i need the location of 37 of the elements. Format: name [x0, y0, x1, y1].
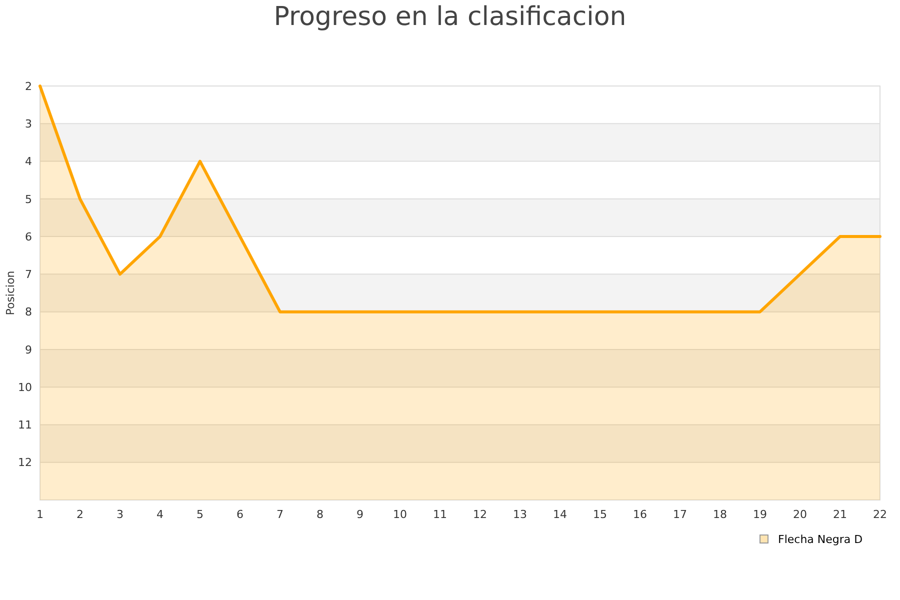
x-tick-label: 22	[873, 508, 887, 521]
y-tick-label: 11	[18, 418, 32, 432]
y-tick-label: 10	[18, 380, 32, 394]
x-tick-label: 18	[713, 508, 727, 521]
x-tick-label: 6	[236, 508, 244, 521]
x-tick-label: 19	[753, 508, 767, 521]
x-tick-label: 7	[276, 508, 284, 521]
x-tick-label: 9	[356, 508, 364, 521]
line-series	[38, 84, 882, 314]
x-tick-label: 4	[156, 508, 164, 521]
x-tick-label: 21	[833, 508, 847, 521]
y-tick-label: 7	[25, 268, 32, 282]
y-tick-label: 9	[25, 343, 32, 356]
x-tick-label: 15	[593, 508, 607, 521]
x-tick-label: 16	[633, 508, 647, 521]
x-tick-label: 1	[36, 508, 44, 521]
x-tick-label: 14	[553, 508, 567, 521]
x-tick-label: 12	[473, 508, 487, 521]
x-tick-label: 2	[76, 508, 84, 521]
x-tick-label: 3	[116, 508, 124, 521]
x-tick-label: 13	[513, 508, 527, 521]
y-tick-label: 2	[25, 80, 32, 93]
x-tick-label: 10	[393, 508, 407, 521]
x-tick-label: 20	[793, 508, 807, 521]
y-tick-label: 6	[25, 230, 32, 244]
y-tick-label: 12	[18, 456, 32, 470]
y-tick-label: 5	[25, 192, 32, 206]
y-tick-label: 8	[25, 306, 32, 319]
y-axis-title: Posicion	[4, 270, 17, 316]
y-tick-label: 3	[25, 117, 32, 130]
x-tick-label: 8	[316, 508, 324, 521]
chart-title: Progreso en la clasificacion	[274, 2, 626, 32]
x-tick-label: 17	[673, 508, 687, 521]
x-tick-label: 5	[196, 508, 204, 521]
y-tick-label: 4	[25, 155, 32, 168]
legend-label: Flecha Negra D	[778, 533, 863, 546]
x-tick-label: 11	[433, 508, 447, 521]
